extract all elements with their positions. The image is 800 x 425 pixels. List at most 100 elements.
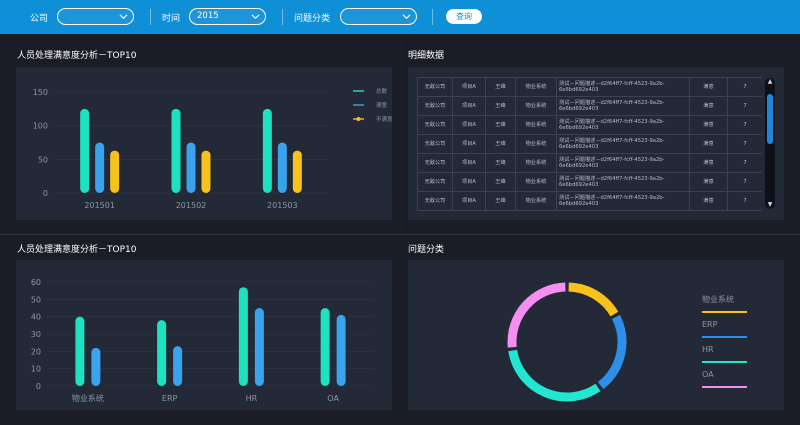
legend-label: ERP: [702, 320, 718, 329]
x-tick-label: 201502: [176, 201, 207, 210]
table-cell: 满意: [689, 77, 728, 97]
detail-table-wrap: 无敌公司 项目A 王峰 物业系统 测试－问题描述－d2f64ff7-fcff-4523-…: [417, 77, 762, 211]
table-cell: 项目A: [452, 115, 486, 135]
legend-label: 物业系统: [702, 294, 734, 304]
table-cell: 满意: [689, 172, 728, 192]
table-cell: 物业系统: [515, 77, 557, 97]
scroll-down-icon[interactable]: ▼: [767, 201, 773, 208]
bar: [173, 346, 183, 386]
scroll-thumb[interactable]: [767, 94, 773, 144]
y-tick-label: 10: [31, 365, 41, 374]
table-row[interactable]: 无敌公司 项目A 王峰 物业系统 测试－问题描述－d2f64ff7-fcff-4523-…: [417, 172, 762, 192]
table-cell: 测试－问题描述－d2f64ff7-fcff-4523-9a2b-6e6bd692…: [556, 172, 690, 192]
y-tick-label: 100: [33, 122, 48, 131]
bar: [75, 316, 85, 386]
table-cell: 满意: [689, 134, 728, 154]
table-cell: 项目A: [452, 153, 486, 173]
table-cell: 王峰: [485, 134, 516, 154]
y-tick-label: 60: [31, 278, 41, 287]
legend-label: 总数: [376, 87, 388, 95]
bar: [201, 150, 211, 193]
time-select-value: 2015: [197, 11, 219, 21]
table-cell: 王峰: [485, 153, 516, 173]
x-tick-label: 201503: [267, 201, 298, 210]
legend-label: HR: [702, 345, 714, 354]
company-label: 公司: [30, 14, 49, 24]
divider: [432, 9, 433, 25]
table-cell: 测试－问题描述－d2f64ff7-fcff-4523-9a2b-6e6bd692…: [556, 115, 690, 135]
detail-title: 明细数据: [408, 51, 445, 61]
table-cell: 无敌公司: [417, 172, 453, 192]
time-label: 时间: [162, 14, 181, 24]
table-row[interactable]: 无敌公司 项目A 王峰 物业系统 测试－问题描述－d2f64ff7-fcff-4523-…: [417, 134, 762, 154]
y-tick-label: 0: [43, 189, 48, 198]
detail-table: 无敌公司 项目A 王峰 物业系统 测试－问题描述－d2f64ff7-fcff-4523-…: [417, 77, 762, 211]
company-select[interactable]: [57, 8, 134, 25]
y-tick-label: 40: [31, 313, 41, 322]
table-cell: 测试－问题描述－d2f64ff7-fcff-4523-9a2b-6e6bd692…: [556, 153, 690, 173]
query-button[interactable]: 查询: [446, 9, 482, 24]
table-cell: 无敌公司: [417, 153, 453, 173]
table-cell: 物业系统: [515, 153, 557, 173]
table-row[interactable]: 无敌公司 项目A 王峰 物业系统 测试－问题描述－d2f64ff7-fcff-4523-…: [417, 191, 762, 211]
pie-svg: 物业系统 ERP HR OA: [507, 282, 747, 402]
table-cell: 无敌公司: [417, 134, 453, 154]
donut-slice: [508, 349, 601, 402]
bar: [186, 142, 196, 193]
chevron-down-icon: [251, 14, 260, 20]
y-tick-label: 50: [31, 295, 41, 304]
x-tick-label: ERP: [162, 394, 178, 403]
pie-panel: 物业系统 ERP HR OA: [408, 260, 784, 410]
table-cell: 测试－问题描述－d2f64ff7-fcff-4523-9a2b-6e6bd692…: [556, 191, 690, 211]
table-cell: 测试－问题描述－d2f64ff7-fcff-4523-9a2b-6e6bd692…: [556, 96, 690, 116]
table-row[interactable]: 无敌公司 项目A 王峰 物业系统 测试－问题描述－d2f64ff7-fcff-4523-…: [417, 96, 762, 116]
chart2-panel: 0 10 20 30 40 50 60 物业系统 ERP HR OA: [16, 260, 392, 410]
table-cell: 7: [727, 77, 762, 97]
x-tick-label: 物业系统: [72, 393, 104, 403]
table-cell: 满意: [689, 153, 728, 173]
table-row[interactable]: 无敌公司 项目A 王峰 物业系统 测试－问题描述－d2f64ff7-fcff-4523-…: [417, 153, 762, 173]
table-cell: 王峰: [485, 77, 516, 97]
legend-label: 满意: [376, 101, 388, 109]
table-cell: 物业系统: [515, 191, 557, 211]
bar: [277, 142, 287, 193]
legend-label: OA: [702, 370, 714, 379]
category-select[interactable]: [340, 8, 417, 25]
table-cell: 满意: [689, 115, 728, 135]
table-cell: 7: [727, 96, 762, 116]
time-select[interactable]: 2015: [189, 8, 266, 25]
table-cell: 项目A: [452, 134, 486, 154]
donut-slice: [597, 314, 627, 390]
chevron-down-icon: [402, 14, 411, 20]
donut-slice: [568, 282, 619, 317]
table-cell: 测试－问题描述－d2f64ff7-fcff-4523-9a2b-6e6bd692…: [556, 77, 690, 97]
table-row[interactable]: 无敌公司 项目A 王峰 物业系统 测试－问题描述－d2f64ff7-fcff-4523-…: [417, 115, 762, 135]
table-cell: 物业系统: [515, 115, 557, 135]
table-cell: 王峰: [485, 96, 516, 116]
table-cell: 无敌公司: [417, 115, 453, 135]
table-cell: 项目A: [452, 172, 486, 192]
table-cell: 项目A: [452, 191, 486, 211]
bar: [91, 347, 101, 386]
x-tick-label: OA: [327, 394, 339, 403]
table-cell: 项目A: [452, 96, 486, 116]
row-divider: [0, 234, 800, 235]
table-cell: 测试－问题描述－d2f64ff7-fcff-4523-9a2b-6e6bd692…: [556, 134, 690, 154]
scroll-up-icon[interactable]: ▲: [767, 78, 773, 85]
bar: [254, 308, 264, 386]
chart1-panel: 0 50 100 150 201501 201502 201503 总数 满意 不满意: [16, 67, 393, 220]
table-row[interactable]: 无敌公司 项目A 王峰 物业系统 测试－问题描述－d2f64ff7-fcff-4523-…: [417, 77, 762, 97]
bar: [320, 308, 330, 386]
pie-title: 问题分类: [408, 245, 445, 255]
bar: [157, 320, 167, 386]
bar: [110, 150, 120, 193]
detail-scrollbar[interactable]: ▲ ▼: [765, 78, 775, 209]
y-tick-label: 30: [31, 330, 41, 339]
y-tick-label: 150: [33, 88, 48, 97]
table-cell: 无敌公司: [417, 96, 453, 116]
table-cell: 无敌公司: [417, 191, 453, 211]
y-tick-label: 20: [31, 347, 41, 356]
table-cell: 7: [727, 153, 762, 173]
table-cell: 满意: [689, 191, 728, 211]
table-cell: 物业系统: [515, 172, 557, 192]
